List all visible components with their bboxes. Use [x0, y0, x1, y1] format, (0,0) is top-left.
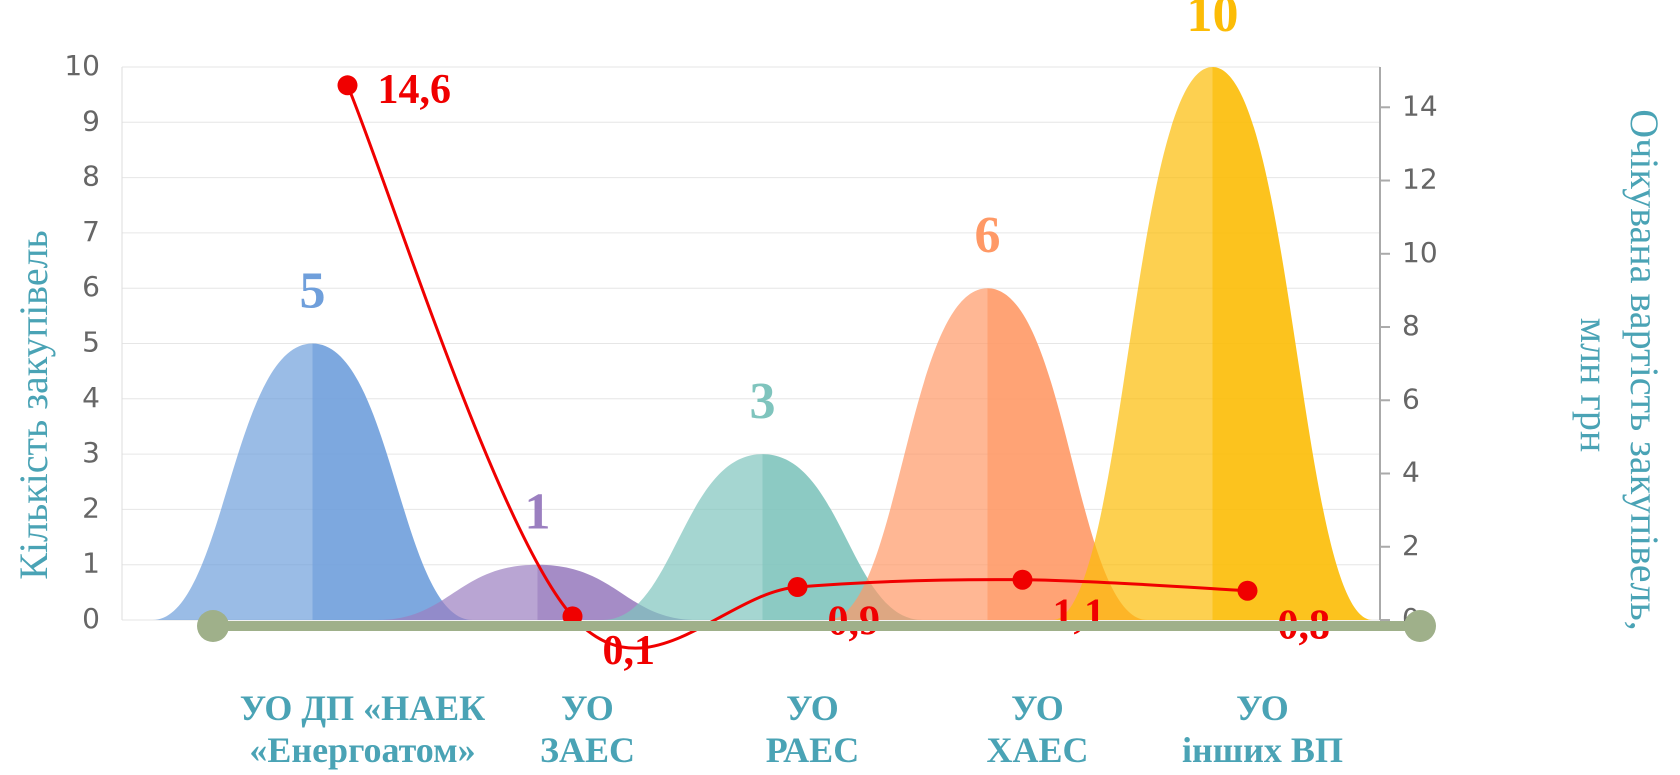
bar-left: [1052, 67, 1213, 620]
y2-tick-label: 12: [1402, 163, 1438, 196]
data-label: 1: [525, 484, 551, 541]
y2-axis-title: млн грн: [1572, 318, 1617, 453]
bar-right: [312, 343, 473, 620]
y-tick-label: 7: [82, 215, 100, 248]
data-label: 5: [300, 262, 326, 319]
bar-right: [537, 564, 698, 620]
data-label: 6: [975, 207, 1001, 264]
bar-left: [827, 288, 988, 620]
y-tick-label: 2: [82, 491, 100, 524]
x-tick-label: УО ХАЕС: [986, 688, 1088, 770]
bar: [1052, 67, 1373, 620]
line-point: [337, 75, 358, 96]
y-tick-label: 6: [82, 270, 100, 303]
data-label: 3: [750, 373, 776, 430]
y2-tick-label: 6: [1402, 382, 1420, 415]
data-label: 10: [1187, 0, 1239, 43]
bar: [827, 288, 1148, 620]
bar-left: [377, 564, 538, 620]
y-tick-label: 5: [82, 326, 100, 359]
line-point: [787, 577, 808, 598]
bar-left: [152, 343, 313, 620]
bar: [152, 343, 473, 620]
x-tick-label: УО ДП «НАЕК «Енергоатом»: [240, 688, 486, 770]
bar-right: [1212, 67, 1373, 620]
y2-tick-label: 10: [1402, 236, 1438, 269]
x-tick-label: УО РАЕС: [766, 688, 859, 770]
y-tick-label: 1: [82, 547, 100, 580]
x-tick-label: УО ЗАЕС: [540, 688, 635, 770]
y-tick-label: 4: [82, 381, 100, 414]
y2-tick-label: 8: [1402, 309, 1420, 342]
y2-tick-label: 4: [1402, 456, 1420, 489]
bar-right: [987, 288, 1148, 620]
y2-tick-label: 2: [1402, 529, 1420, 562]
y-tick-label: 0: [82, 602, 100, 635]
y-tick-label: 9: [82, 104, 100, 137]
y-tick-label: 3: [82, 436, 100, 469]
y-axis-title: Кількість закупівель: [11, 230, 56, 580]
y2-tick-label: 14: [1402, 89, 1438, 122]
bar: [377, 564, 698, 620]
line-point: [1012, 569, 1033, 590]
data-label: 0,1: [603, 628, 656, 674]
x-tick-label: УО інших ВП: [1182, 688, 1343, 770]
baseline-end: [1404, 610, 1436, 642]
data-label: 14,6: [378, 67, 452, 113]
bar-left: [602, 454, 763, 620]
y-tick-label: 8: [82, 160, 100, 193]
line-point: [1237, 580, 1258, 601]
line: [346, 84, 1248, 650]
y2-axis-title: Очікувана вартість закупівель,: [1622, 109, 1667, 630]
y-tick-label: 10: [64, 49, 100, 82]
baseline-end: [197, 610, 229, 642]
